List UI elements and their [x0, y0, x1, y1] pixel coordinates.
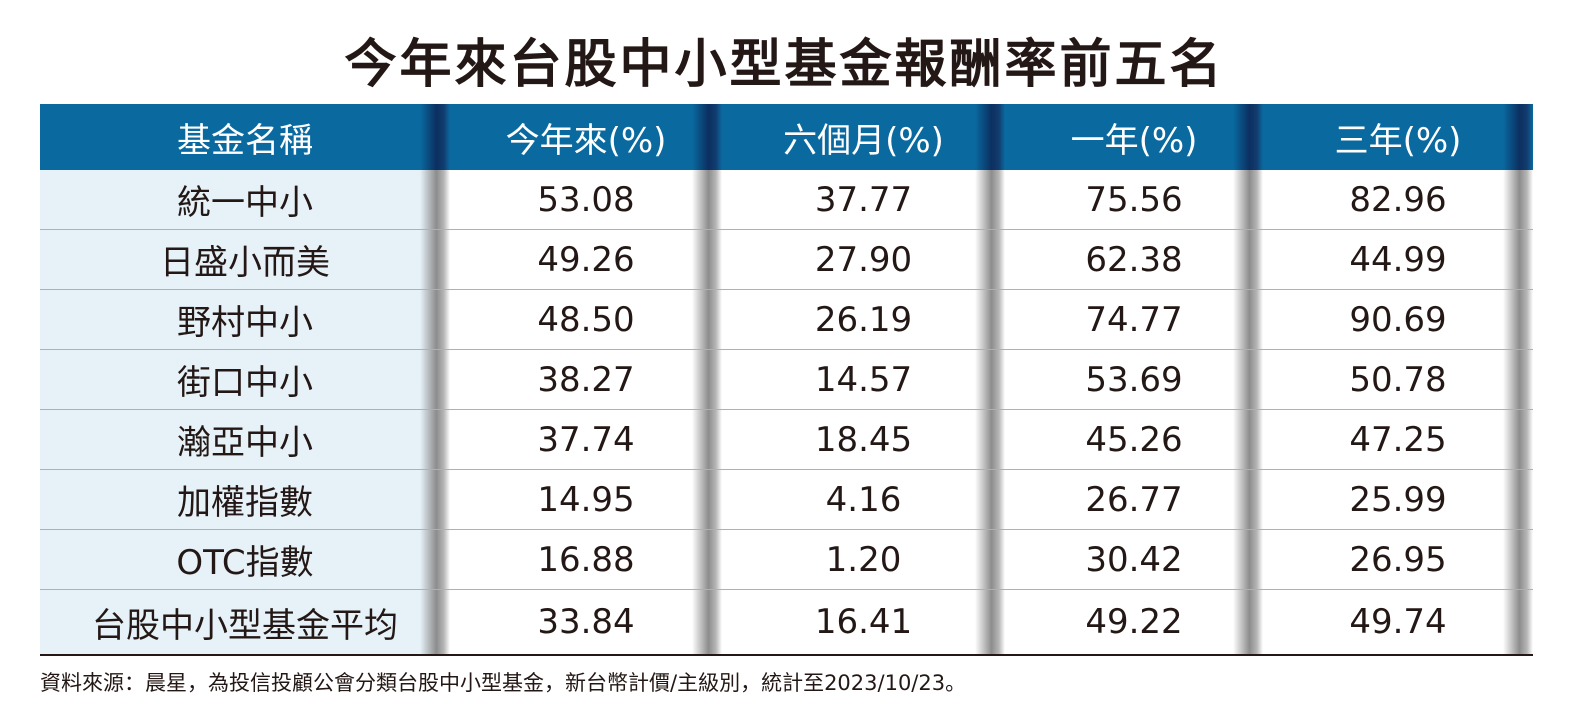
table-row: 日盛小而美 49.26 27.90 62.38 44.99	[40, 230, 1533, 290]
three-year-cell: 50.78	[1263, 350, 1533, 409]
table-row: 街口中小 38.27 14.57 53.69 50.78	[40, 350, 1533, 410]
ytd-cell: 38.27	[450, 350, 722, 409]
ytd-cell: 48.50	[450, 290, 722, 349]
one-year-cell: 49.22	[1005, 590, 1263, 654]
fund-name-cell: 野村中小	[40, 290, 450, 349]
ytd-cell: 33.84	[450, 590, 722, 654]
header-one-year: 一年(%)	[1005, 104, 1263, 170]
one-year-cell: 26.77	[1005, 470, 1263, 529]
six-month-cell: 27.90	[722, 230, 1005, 289]
source-note: 資料來源：晨星，為投信投顧公會分類台股中小型基金，新台幣計價/主級別，統計至20…	[40, 671, 967, 695]
fund-name-cell: 瀚亞中小	[40, 410, 450, 469]
ytd-cell: 37.74	[450, 410, 722, 469]
one-year-cell: 30.42	[1005, 530, 1263, 589]
fund-name-cell: 加權指數	[40, 470, 450, 529]
table-row: 野村中小 48.50 26.19 74.77 90.69	[40, 290, 1533, 350]
table-header-row: 基金名稱 今年來(%) 六個月(%) 一年(%) 三年(%)	[40, 104, 1533, 170]
one-year-cell: 74.77	[1005, 290, 1263, 349]
header-three-year: 三年(%)	[1263, 104, 1533, 170]
header-ytd: 今年來(%)	[450, 104, 722, 170]
three-year-cell: 82.96	[1263, 170, 1533, 229]
six-month-cell: 37.77	[722, 170, 1005, 229]
three-year-cell: 44.99	[1263, 230, 1533, 289]
six-month-cell: 14.57	[722, 350, 1005, 409]
ytd-cell: 49.26	[450, 230, 722, 289]
one-year-cell: 62.38	[1005, 230, 1263, 289]
header-fund-name: 基金名稱	[40, 104, 450, 170]
fund-name-cell: 街口中小	[40, 350, 450, 409]
three-year-cell: 25.99	[1263, 470, 1533, 529]
one-year-cell: 45.26	[1005, 410, 1263, 469]
one-year-cell: 53.69	[1005, 350, 1263, 409]
three-year-cell: 26.95	[1263, 530, 1533, 589]
six-month-cell: 16.41	[722, 590, 1005, 654]
fund-name-cell: 台股中小型基金平均	[40, 590, 450, 654]
six-month-cell: 4.16	[722, 470, 1005, 529]
six-month-cell: 26.19	[722, 290, 1005, 349]
fund-name-cell: 統一中小	[40, 170, 450, 229]
page-title: 今年來台股中小型基金報酬率前五名	[344, 35, 1225, 95]
table-row: 統一中小 53.08 37.77 75.56 82.96	[40, 170, 1533, 230]
ytd-cell: 14.95	[450, 470, 722, 529]
table-row: 台股中小型基金平均 33.84 16.41 49.22 49.74	[40, 590, 1533, 656]
three-year-cell: 49.74	[1263, 590, 1533, 654]
table-row: 加權指數 14.95 4.16 26.77 25.99	[40, 470, 1533, 530]
fund-return-table: 基金名稱 今年來(%) 六個月(%) 一年(%) 三年(%) 統一中小 53.0…	[40, 104, 1533, 656]
three-year-cell: 90.69	[1263, 290, 1533, 349]
ytd-cell: 16.88	[450, 530, 722, 589]
six-month-cell: 1.20	[722, 530, 1005, 589]
three-year-cell: 47.25	[1263, 410, 1533, 469]
six-month-cell: 18.45	[722, 410, 1005, 469]
fund-name-cell: OTC指數	[40, 530, 450, 589]
fund-name-cell: 日盛小而美	[40, 230, 450, 289]
one-year-cell: 75.56	[1005, 170, 1263, 229]
table-row: OTC指數 16.88 1.20 30.42 26.95	[40, 530, 1533, 590]
table-row: 瀚亞中小 37.74 18.45 45.26 47.25	[40, 410, 1533, 470]
ytd-cell: 53.08	[450, 170, 722, 229]
header-six-month: 六個月(%)	[722, 104, 1005, 170]
